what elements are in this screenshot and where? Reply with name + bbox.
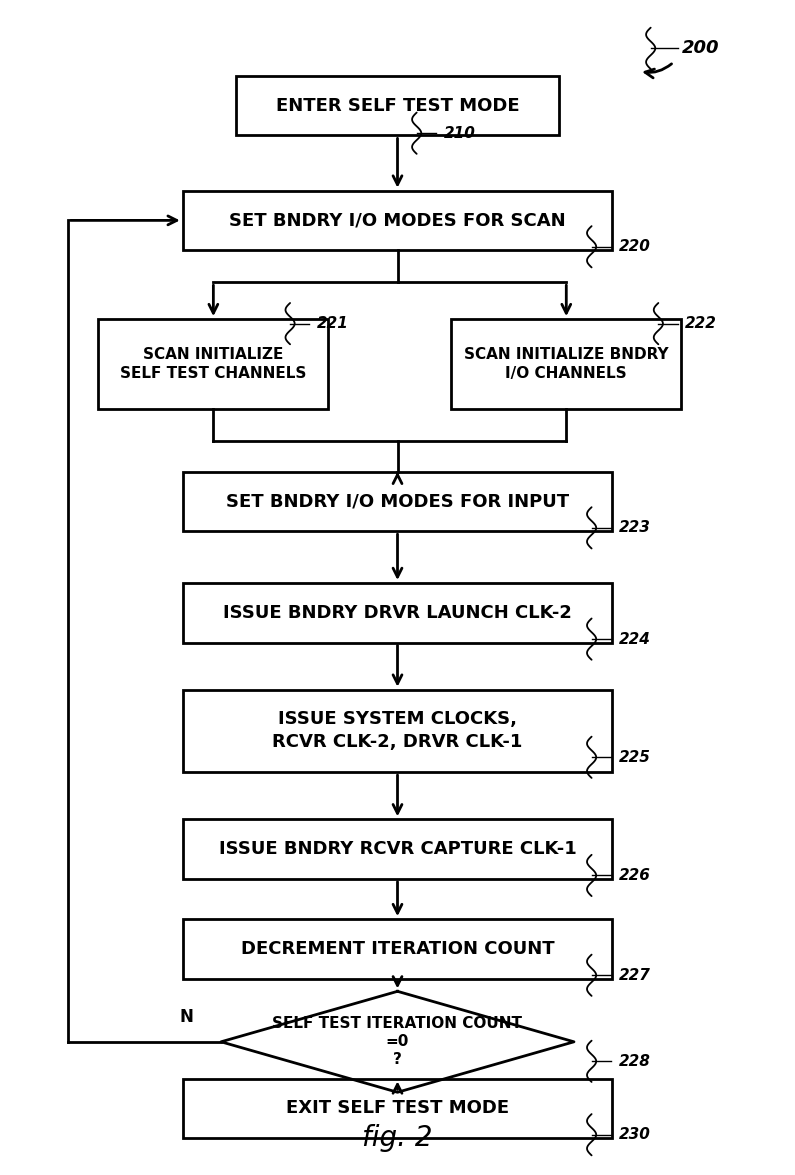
Text: SELF TEST ITERATION COUNT
=0
?: SELF TEST ITERATION COUNT =0 ?: [273, 1016, 522, 1067]
Text: 200: 200: [681, 39, 719, 58]
Text: 225: 225: [619, 750, 650, 765]
Text: DECREMENT ITERATION COUNT: DECREMENT ITERATION COUNT: [241, 940, 554, 958]
Text: ISSUE SYSTEM CLOCKS,
RCVR CLK-2, DRVR CLK-1: ISSUE SYSTEM CLOCKS, RCVR CLK-2, DRVR CL…: [273, 711, 522, 751]
Bar: [183, 1079, 612, 1139]
Text: SCAN INITIALIZE BNDRY
I/O CHANNELS: SCAN INITIALIZE BNDRY I/O CHANNELS: [464, 347, 669, 381]
Bar: [183, 819, 612, 879]
Bar: [99, 320, 328, 409]
Polygon shape: [221, 992, 574, 1093]
Bar: [236, 76, 559, 135]
Text: SET BNDRY I/O MODES FOR INPUT: SET BNDRY I/O MODES FOR INPUT: [226, 492, 569, 510]
Text: 224: 224: [619, 632, 650, 646]
Text: ISSUE BNDRY RCVR CAPTURE CLK-1: ISSUE BNDRY RCVR CAPTURE CLK-1: [219, 840, 576, 858]
Bar: [183, 190, 612, 250]
Text: 221: 221: [317, 316, 349, 331]
Text: ENTER SELF TEST MODE: ENTER SELF TEST MODE: [276, 96, 519, 115]
Bar: [183, 471, 612, 531]
Text: 226: 226: [619, 868, 650, 882]
Bar: [183, 690, 612, 772]
Text: 210: 210: [444, 126, 475, 141]
Text: ISSUE BNDRY DRVR LAUNCH CLK-2: ISSUE BNDRY DRVR LAUNCH CLK-2: [223, 604, 572, 622]
Text: 223: 223: [619, 521, 650, 536]
Text: 228: 228: [619, 1054, 650, 1069]
Bar: [452, 320, 681, 409]
Bar: [183, 583, 612, 643]
Text: 222: 222: [685, 316, 717, 331]
Bar: [183, 919, 612, 979]
Text: 230: 230: [619, 1127, 650, 1142]
Text: 220: 220: [619, 240, 650, 254]
Text: SET BNDRY I/O MODES FOR SCAN: SET BNDRY I/O MODES FOR SCAN: [229, 212, 566, 229]
Text: 227: 227: [619, 968, 650, 982]
Text: EXIT SELF TEST MODE: EXIT SELF TEST MODE: [286, 1100, 509, 1117]
Text: fig. 2: fig. 2: [363, 1124, 432, 1152]
Text: SCAN INITIALIZE
SELF TEST CHANNELS: SCAN INITIALIZE SELF TEST CHANNELS: [120, 347, 307, 381]
Text: N: N: [180, 1007, 193, 1026]
